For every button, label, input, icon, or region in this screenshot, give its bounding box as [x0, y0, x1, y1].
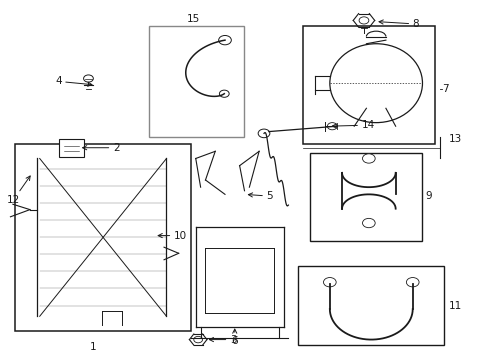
Circle shape	[258, 129, 269, 138]
Text: 8: 8	[378, 19, 419, 29]
Circle shape	[193, 336, 202, 343]
Circle shape	[83, 75, 93, 82]
Text: 12: 12	[7, 176, 30, 205]
Text: 10: 10	[158, 231, 186, 240]
Circle shape	[358, 17, 368, 24]
Text: 6: 6	[231, 329, 238, 346]
Text: 13: 13	[447, 134, 461, 144]
Text: 3: 3	[209, 334, 236, 345]
Text: 4: 4	[55, 76, 92, 86]
Text: 5: 5	[248, 191, 272, 201]
Circle shape	[362, 219, 374, 228]
Text: 14: 14	[331, 120, 374, 130]
Bar	[303, 26, 434, 144]
Circle shape	[219, 90, 229, 97]
Bar	[298, 266, 444, 345]
Bar	[15, 144, 190, 330]
Bar	[149, 26, 244, 137]
Circle shape	[327, 123, 336, 130]
Bar	[59, 139, 83, 157]
Text: 15: 15	[186, 14, 200, 24]
Text: 2: 2	[82, 143, 119, 153]
Text: 11: 11	[448, 301, 462, 311]
Circle shape	[218, 36, 231, 45]
Ellipse shape	[329, 44, 422, 123]
Circle shape	[362, 154, 374, 163]
Text: 7: 7	[441, 84, 447, 94]
Circle shape	[406, 278, 418, 287]
Text: 9: 9	[424, 191, 430, 201]
Bar	[310, 153, 422, 241]
Text: 1: 1	[90, 342, 97, 352]
Circle shape	[323, 278, 335, 287]
